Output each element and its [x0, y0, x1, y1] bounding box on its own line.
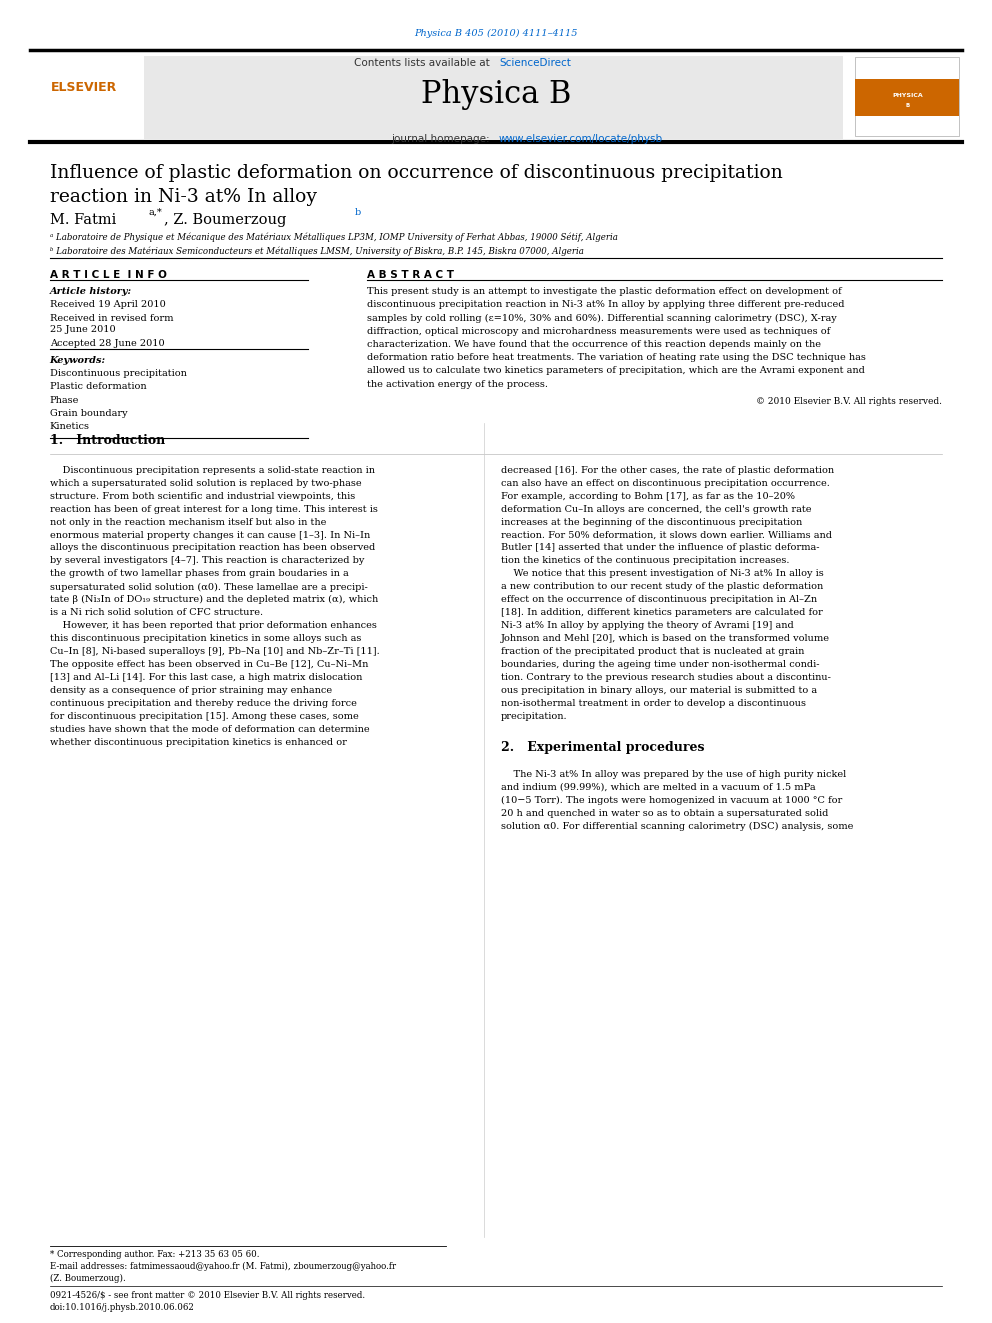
Text: non-isothermal treatment in order to develop a discontinuous: non-isothermal treatment in order to dev… — [501, 699, 806, 708]
Text: reaction. For 50% deformation, it slows down earlier. Williams and: reaction. For 50% deformation, it slows … — [501, 531, 832, 540]
Text: solution α0. For differential scanning calorimetry (DSC) analysis, some: solution α0. For differential scanning c… — [501, 822, 853, 831]
Text: * Corresponding author. Fax: +213 35 63 05 60.: * Corresponding author. Fax: +213 35 63 … — [50, 1250, 259, 1259]
Text: The opposite effect has been observed in Cu–Be [12], Cu–Ni–Mn: The opposite effect has been observed in… — [50, 660, 368, 669]
Text: (Z. Boumerzoug).: (Z. Boumerzoug). — [50, 1274, 125, 1283]
Text: not only in the reaction mechanism itself but also in the: not only in the reaction mechanism itsel… — [50, 517, 326, 527]
Text: decreased [16]. For the other cases, the rate of plastic deformation: decreased [16]. For the other cases, the… — [501, 466, 834, 475]
Text: Received 19 April 2010: Received 19 April 2010 — [50, 300, 166, 310]
Text: a,*: a,* — [149, 208, 163, 217]
Text: tion. Contrary to the previous research studies about a discontinu-: tion. Contrary to the previous research … — [501, 673, 831, 683]
Text: Ni-3 at% In alloy by applying the theory of Avrami [19] and: Ni-3 at% In alloy by applying the theory… — [501, 622, 794, 630]
Text: is a Ni rich solid solution of CFC structure.: is a Ni rich solid solution of CFC struc… — [50, 609, 263, 618]
Text: ᵃ Laboratoire de Physique et Mécanique des Matériaux Métalliques LP3M, IOMP Univ: ᵃ Laboratoire de Physique et Mécanique d… — [50, 233, 617, 242]
Text: 25 June 2010: 25 June 2010 — [50, 325, 115, 335]
Text: Influence of plastic deformation on occurrence of discontinuous precipitation: Influence of plastic deformation on occu… — [50, 164, 783, 183]
Text: © 2010 Elsevier B.V. All rights reserved.: © 2010 Elsevier B.V. All rights reserved… — [756, 397, 942, 406]
Text: Accepted 28 June 2010: Accepted 28 June 2010 — [50, 339, 165, 348]
Text: 20 h and quenched in water so as to obtain a supersaturated solid: 20 h and quenched in water so as to obta… — [501, 808, 828, 818]
Text: We notice that this present investigation of Ni-3 at% In alloy is: We notice that this present investigatio… — [501, 569, 823, 578]
Text: Received in revised form: Received in revised form — [50, 314, 173, 323]
Text: b: b — [355, 208, 361, 217]
Text: for discontinuous precipitation [15]. Among these cases, some: for discontinuous precipitation [15]. Am… — [50, 712, 358, 721]
Text: increases at the beginning of the discontinuous precipitation: increases at the beginning of the discon… — [501, 517, 803, 527]
Text: ScienceDirect: ScienceDirect — [499, 58, 570, 69]
Text: fraction of the precipitated product that is nucleated at grain: fraction of the precipitated product tha… — [501, 647, 805, 656]
Text: characterization. We have found that the occurrence of this reaction depends mai: characterization. We have found that the… — [367, 340, 821, 349]
Text: Butler [14] asserted that under the influence of plastic deforma-: Butler [14] asserted that under the infl… — [501, 544, 819, 553]
Text: enormous material property changes it can cause [1–3]. In Ni–In: enormous material property changes it ca… — [50, 531, 370, 540]
Text: by several investigators [4–7]. This reaction is characterized by: by several investigators [4–7]. This rea… — [50, 557, 364, 565]
Text: Johnson and Mehl [20], which is based on the transformed volume: Johnson and Mehl [20], which is based on… — [501, 634, 830, 643]
Text: The Ni-3 at% In alloy was prepared by the use of high purity nickel: The Ni-3 at% In alloy was prepared by th… — [501, 770, 846, 779]
Text: effect on the occurrence of discontinuous precipitation in Al–Zn: effect on the occurrence of discontinuou… — [501, 595, 817, 605]
Text: supersaturated solid solution (α0). These lamellae are a precipi-: supersaturated solid solution (α0). Thes… — [50, 582, 367, 591]
Text: density as a consequence of prior straining may enhance: density as a consequence of prior strain… — [50, 687, 331, 695]
Text: However, it has been reported that prior deformation enhances: However, it has been reported that prior… — [50, 622, 377, 630]
FancyBboxPatch shape — [855, 57, 959, 136]
Text: ᵇ Laboratoire des Matériaux Semiconducteurs et Métalliques LMSM, University of B: ᵇ Laboratoire des Matériaux Semiconducte… — [50, 246, 583, 255]
Text: Article history:: Article history: — [50, 287, 132, 296]
FancyBboxPatch shape — [144, 56, 843, 139]
Text: Contents lists available at: Contents lists available at — [354, 58, 493, 69]
Text: A B S T R A C T: A B S T R A C T — [367, 270, 454, 280]
Text: the growth of two lamellar phases from grain boudaries in a: the growth of two lamellar phases from g… — [50, 569, 348, 578]
Text: ELSEVIER: ELSEVIER — [52, 81, 117, 94]
Text: This present study is an attempt to investigate the plastic deformation effect o: This present study is an attempt to inve… — [367, 287, 841, 296]
Text: Physica B: Physica B — [421, 79, 571, 110]
Text: continuous precipitation and thereby reduce the driving force: continuous precipitation and thereby red… — [50, 699, 356, 708]
Text: [18]. In addition, different kinetics parameters are calculated for: [18]. In addition, different kinetics pa… — [501, 609, 822, 618]
Text: deformation Cu–In alloys are concerned, the cell's growth rate: deformation Cu–In alloys are concerned, … — [501, 504, 811, 513]
Text: diffraction, optical microscopy and microhardness measurements were used as tech: diffraction, optical microscopy and micr… — [367, 327, 830, 336]
Text: doi:10.1016/j.physb.2010.06.062: doi:10.1016/j.physb.2010.06.062 — [50, 1303, 194, 1312]
Text: discontinuous precipitation reaction in Ni-3 at% In alloy by applying three diff: discontinuous precipitation reaction in … — [367, 300, 844, 310]
Text: samples by cold rolling (ε=10%, 30% and 60%). Differential scanning calorimetry : samples by cold rolling (ε=10%, 30% and … — [367, 314, 837, 323]
Text: alloys the discontinuous precipitation reaction has been observed: alloys the discontinuous precipitation r… — [50, 544, 375, 553]
Text: the activation energy of the process.: the activation energy of the process. — [367, 380, 548, 389]
Text: whether discontinuous precipitation kinetics is enhanced or: whether discontinuous precipitation kine… — [50, 738, 346, 747]
Text: and indium (99.99%), which are melted in a vacuum of 1.5 mPa: and indium (99.99%), which are melted in… — [501, 783, 815, 792]
Text: Discontinuous precipitation represents a solid-state reaction in: Discontinuous precipitation represents a… — [50, 466, 375, 475]
Text: a new contribution to our recent study of the plastic deformation: a new contribution to our recent study o… — [501, 582, 823, 591]
Text: studies have shown that the mode of deformation can determine: studies have shown that the mode of defo… — [50, 725, 369, 734]
Text: Phase: Phase — [50, 396, 79, 405]
Text: boundaries, during the ageing time under non-isothermal condi-: boundaries, during the ageing time under… — [501, 660, 819, 669]
Text: M. Fatmi: M. Fatmi — [50, 213, 116, 228]
FancyBboxPatch shape — [855, 79, 959, 116]
Text: PHYSICA: PHYSICA — [893, 93, 923, 98]
Text: structure. From both scientific and industrial viewpoints, this: structure. From both scientific and indu… — [50, 492, 355, 500]
Text: 0921-4526/$ - see front matter © 2010 Elsevier B.V. All rights reserved.: 0921-4526/$ - see front matter © 2010 El… — [50, 1291, 365, 1301]
Text: (10−5 Torr). The ingots were homogenized in vacuum at 1000 °C for: (10−5 Torr). The ingots were homogenized… — [501, 796, 842, 804]
Text: journal homepage:: journal homepage: — [391, 134, 493, 144]
Text: precipitation.: precipitation. — [501, 712, 567, 721]
Text: allowed us to calculate two kinetics parameters of precipitation, which are the : allowed us to calculate two kinetics par… — [367, 366, 865, 376]
Text: this discontinuous precipitation kinetics in some alloys such as: this discontinuous precipitation kinetic… — [50, 634, 361, 643]
Text: [13] and Al–Li [14]. For this last case, a high matrix dislocation: [13] and Al–Li [14]. For this last case,… — [50, 673, 362, 683]
Text: Kinetics: Kinetics — [50, 422, 89, 431]
Text: reaction in Ni-3 at% In alloy: reaction in Ni-3 at% In alloy — [50, 188, 316, 206]
Text: Cu–In [8], Ni-based superalloys [9], Pb–Na [10] and Nb–Zr–Ti [11].: Cu–In [8], Ni-based superalloys [9], Pb–… — [50, 647, 379, 656]
Text: tate β (Ni₃In of DO₁₉ structure) and the depleted matrix (α), which: tate β (Ni₃In of DO₁₉ structure) and the… — [50, 595, 378, 605]
Text: Physica B 405 (2010) 4111–4115: Physica B 405 (2010) 4111–4115 — [415, 29, 577, 38]
Text: which a supersaturated solid solution is replaced by two-phase: which a supersaturated solid solution is… — [50, 479, 361, 488]
Text: A R T I C L E  I N F O: A R T I C L E I N F O — [50, 270, 167, 280]
Text: reaction has been of great interest for a long time. This interest is: reaction has been of great interest for … — [50, 504, 378, 513]
Text: Keywords:: Keywords: — [50, 356, 106, 365]
Text: Plastic deformation: Plastic deformation — [50, 382, 146, 392]
Text: ous precipitation in binary alloys, our material is submitted to a: ous precipitation in binary alloys, our … — [501, 687, 817, 695]
Text: For example, according to Bohm [17], as far as the 10–20%: For example, according to Bohm [17], as … — [501, 492, 795, 500]
Text: , Z. Boumerzoug: , Z. Boumerzoug — [164, 213, 286, 228]
Text: Discontinuous precipitation: Discontinuous precipitation — [50, 369, 186, 378]
Text: E-mail addresses: fatmimessaoud@yahoo.fr (M. Fatmi), zboumerzoug@yahoo.fr: E-mail addresses: fatmimessaoud@yahoo.fr… — [50, 1262, 396, 1271]
Text: tion the kinetics of the continuous precipitation increases.: tion the kinetics of the continuous prec… — [501, 557, 790, 565]
Text: B: B — [906, 103, 910, 108]
Text: can also have an effect on discontinuous precipitation occurrence.: can also have an effect on discontinuous… — [501, 479, 830, 488]
Text: www.elsevier.com/locate/physb: www.elsevier.com/locate/physb — [499, 134, 663, 144]
Text: Grain boundary: Grain boundary — [50, 409, 127, 418]
Text: 2.   Experimental procedures: 2. Experimental procedures — [501, 741, 704, 754]
Text: 1.   Introduction: 1. Introduction — [50, 434, 165, 447]
Text: deformation ratio before heat treatments. The variation of heating rate using th: deformation ratio before heat treatments… — [367, 353, 866, 363]
